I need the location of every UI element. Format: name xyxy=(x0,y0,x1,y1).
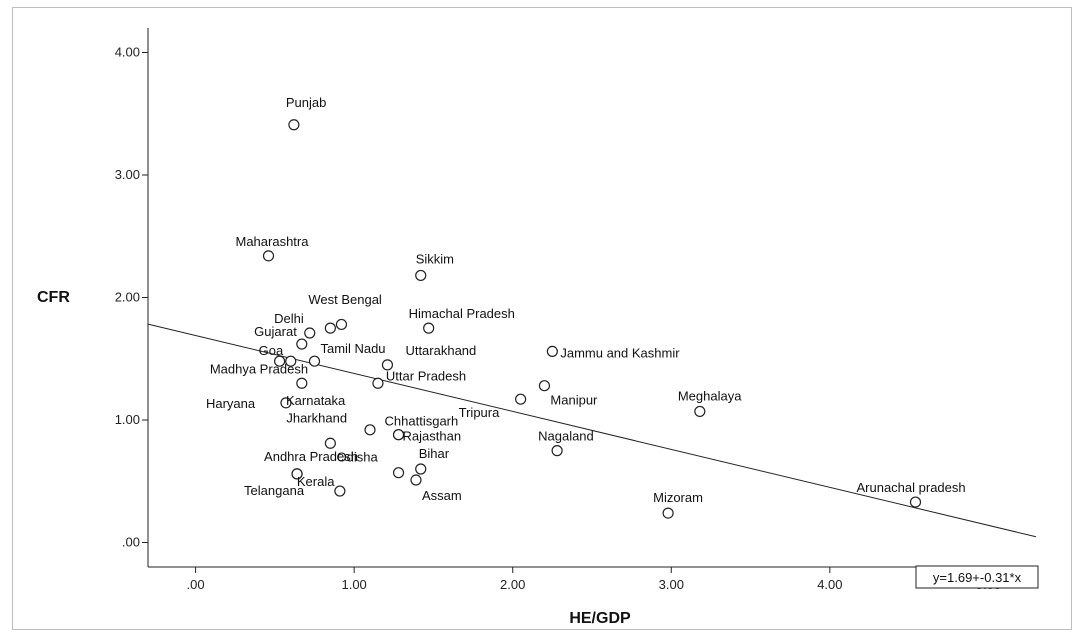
y-tick-label: 4.00 xyxy=(115,45,140,60)
data-point xyxy=(662,507,674,519)
point-label: Nagaland xyxy=(538,429,594,444)
data-point xyxy=(515,393,527,405)
point-label: Tamil Nadu xyxy=(321,341,386,356)
data-point xyxy=(392,467,405,479)
data-point xyxy=(296,338,308,350)
data-point xyxy=(280,397,292,409)
point-label: Himachal Pradesh xyxy=(409,306,515,321)
axes: .001.002.003.004.00.001.002.003.004.005.… xyxy=(115,28,1036,592)
y-tick-label: .00 xyxy=(122,535,140,550)
data-point xyxy=(415,463,427,475)
equation-frame xyxy=(915,565,1039,589)
point-label: Madhya Pradesh xyxy=(210,361,308,376)
data-point xyxy=(288,119,300,131)
x-tick-label: 3.00 xyxy=(659,577,684,592)
data-point xyxy=(334,485,346,497)
data-point xyxy=(551,445,563,457)
x-axis-title: HE/GDP xyxy=(569,610,631,627)
point-label: Haryana xyxy=(206,396,256,411)
data-point xyxy=(546,345,558,357)
point-label: Rajasthan xyxy=(403,429,462,444)
x-tick-label: .00 xyxy=(187,577,205,592)
point-label: Maharashtra xyxy=(236,234,310,249)
point-label: Manipur xyxy=(550,393,598,408)
y-tick-label: 3.00 xyxy=(115,167,140,182)
point-label: Uttar Pradesh xyxy=(386,368,466,383)
data-point xyxy=(291,468,303,480)
point-label: Jharkhand xyxy=(286,410,347,425)
point-label: Arunachal pradesh xyxy=(856,480,965,495)
data-point xyxy=(296,377,308,389)
point-label: Bihar xyxy=(419,446,450,461)
data-point xyxy=(304,327,316,339)
data-point xyxy=(308,355,321,367)
x-tick-label: 4.00 xyxy=(817,577,842,592)
data-point xyxy=(324,437,336,449)
point-label: Sikkim xyxy=(416,251,454,266)
data-point xyxy=(274,355,286,367)
point-label: Uttarakhand xyxy=(405,343,476,358)
point-label: Meghalaya xyxy=(678,388,742,403)
y-tick-label: 2.00 xyxy=(115,290,140,305)
point-label: Chhattisgarh xyxy=(385,414,459,429)
point-label: West Bengal xyxy=(308,292,382,307)
data-point xyxy=(335,318,348,331)
y-axis-title: CFR xyxy=(37,289,70,306)
point-label: Andhra Pradesh xyxy=(264,449,358,464)
x-tick-label: 1.00 xyxy=(341,577,366,592)
data-point xyxy=(285,355,297,367)
point-labels-group: Punjab Maharashtra Sikkim Delhi West Bengal H… xyxy=(206,95,966,505)
x-tick-label: 2.00 xyxy=(500,577,525,592)
data-point xyxy=(392,429,405,441)
data-point xyxy=(423,322,435,334)
point-label: Goa xyxy=(259,343,284,358)
data-point xyxy=(372,377,384,389)
chart-frame xyxy=(12,7,1072,630)
y-tick-label: 1.00 xyxy=(115,412,140,427)
data-point xyxy=(415,269,427,282)
point-label: Delhi xyxy=(274,311,304,326)
point-label: Jammu and Kashmir xyxy=(560,345,680,360)
point-label: Assam xyxy=(422,488,462,503)
point-label: Karnataka xyxy=(286,393,346,408)
point-label: Tripura xyxy=(459,405,500,420)
point-label: Punjab xyxy=(286,95,326,110)
point-label: Odisha xyxy=(337,450,379,465)
point-label: Kerala xyxy=(297,474,335,489)
data-point xyxy=(538,380,551,392)
data-point xyxy=(410,474,422,486)
data-point xyxy=(694,405,706,418)
data-point xyxy=(262,250,275,262)
point-label: Mizoram xyxy=(653,490,703,505)
data-point xyxy=(381,359,394,371)
data-point xyxy=(909,496,922,508)
equation-box: y=1.69+-0.31*x xyxy=(915,565,1039,589)
point-label: Gujarat xyxy=(254,324,297,339)
point-label: Telangana xyxy=(244,483,305,498)
data-point xyxy=(364,424,376,436)
points-group xyxy=(262,119,922,519)
equation-text: y=1.69+-0.31*x xyxy=(933,570,1022,585)
data-point xyxy=(324,322,336,334)
